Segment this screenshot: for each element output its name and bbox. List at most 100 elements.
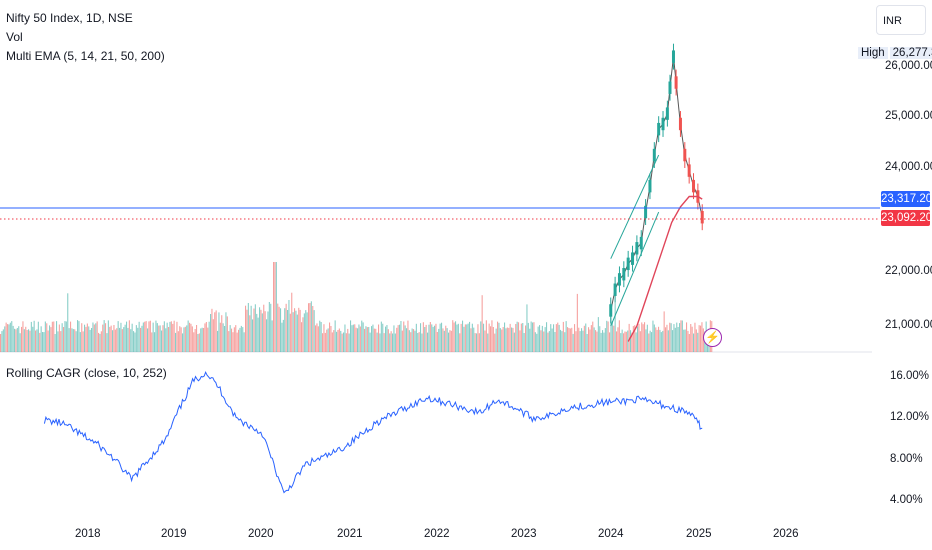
price-candle xyxy=(648,179,652,193)
volume-bar xyxy=(574,324,576,352)
price-candle xyxy=(635,242,639,255)
volume-bar xyxy=(357,328,359,352)
volume-bar xyxy=(617,327,619,352)
volume-bar xyxy=(288,300,290,352)
volume-bar xyxy=(96,321,98,352)
volume-bar xyxy=(165,328,167,352)
cagr-legend[interactable]: Rolling CAGR (close, 10, 252) xyxy=(6,366,167,380)
volume-bar xyxy=(463,326,465,352)
volume-bar xyxy=(631,332,633,352)
volume-bar xyxy=(278,306,280,352)
volume-bar xyxy=(495,328,497,352)
volume-bar xyxy=(691,326,693,352)
volume-bar xyxy=(466,324,468,352)
volume-bar xyxy=(588,327,590,352)
volume-bar xyxy=(79,332,81,352)
currency-selector[interactable]: INR xyxy=(876,5,926,35)
volume-bar xyxy=(610,308,612,352)
cagr-series xyxy=(43,370,703,494)
volume-bar xyxy=(586,334,588,352)
volume-bar xyxy=(505,328,507,352)
volume-bar xyxy=(156,323,158,352)
volume-legend[interactable]: Vol xyxy=(6,30,23,44)
volume-bar xyxy=(508,327,510,352)
volume-bar xyxy=(546,322,548,352)
volume-bar xyxy=(504,322,506,352)
volume-bar xyxy=(42,332,44,352)
volume-bar xyxy=(99,333,101,352)
volume-bar xyxy=(140,327,142,352)
ema-legend[interactable]: Multi EMA (5, 14, 21, 50, 200) xyxy=(6,49,165,63)
time-tick-2026: 2026 xyxy=(773,528,799,540)
volume-bar xyxy=(576,293,578,352)
volume-bar xyxy=(172,323,174,352)
volume-bar xyxy=(676,322,678,352)
red-price-tag[interactable]: 23,092.20 xyxy=(881,210,932,226)
volume-bar xyxy=(662,330,664,352)
volume-bar xyxy=(158,325,160,352)
volume-bar xyxy=(579,331,581,352)
volume-bar xyxy=(119,327,121,352)
volume-bar xyxy=(246,309,248,352)
volume-bar xyxy=(603,332,605,352)
volume-bar xyxy=(599,326,601,352)
volume-bar xyxy=(343,332,345,352)
volume-bar xyxy=(618,320,620,352)
volume-bar xyxy=(424,327,426,352)
volume-bar xyxy=(555,324,557,352)
volume-bar xyxy=(497,321,499,352)
lightning-icon[interactable]: ⚡ xyxy=(703,328,722,347)
volume-bar xyxy=(317,326,319,352)
volume-bar xyxy=(203,328,205,352)
symbol-title[interactable]: Nifty 50 Index, 1D, NSE xyxy=(6,11,133,25)
volume-bar xyxy=(596,331,598,352)
volume-bar xyxy=(408,330,410,352)
volume-bar xyxy=(211,308,213,352)
volume-bar xyxy=(467,323,469,352)
volume-bar xyxy=(8,324,10,352)
volume-bar xyxy=(448,332,450,352)
volume-bar xyxy=(57,331,59,352)
volume-bar xyxy=(459,333,461,352)
volume-bar xyxy=(1,331,3,352)
volume-bar xyxy=(632,326,634,352)
volume-bar xyxy=(469,321,471,352)
time-tick-2019: 2019 xyxy=(161,528,187,540)
volume-bar xyxy=(98,332,100,352)
volume-bar xyxy=(179,326,181,352)
volume-bar xyxy=(435,323,437,352)
volume-bar xyxy=(611,321,613,352)
price-tick-21000: 21,000.00 xyxy=(885,319,932,331)
volume-bar xyxy=(40,326,42,352)
volume-bar xyxy=(653,324,655,352)
volume-bar xyxy=(183,327,185,352)
volume-bar xyxy=(320,322,322,352)
volume-bar xyxy=(312,306,314,352)
volume-bar xyxy=(253,308,255,352)
volume-bar xyxy=(565,321,567,352)
price-series xyxy=(609,43,704,342)
volume-bar xyxy=(410,332,412,352)
volume-bar xyxy=(161,330,163,352)
volume-bar xyxy=(232,332,234,352)
volume-bar xyxy=(690,324,692,352)
volume-bar xyxy=(539,325,541,352)
volume-bar xyxy=(425,324,427,352)
blue-price-tag[interactable]: 23,317.20 xyxy=(881,191,932,207)
volume-bar xyxy=(239,327,241,352)
volume-bar xyxy=(243,332,245,352)
volume-bar xyxy=(695,329,697,352)
volume-bar xyxy=(494,333,496,352)
volume-bar xyxy=(698,325,700,352)
volume-bar xyxy=(327,328,329,352)
volume-bar xyxy=(60,331,62,352)
volume-bar xyxy=(249,315,251,352)
volume-bar xyxy=(627,330,629,352)
volume-bar xyxy=(358,324,360,352)
volume-bar xyxy=(149,320,151,352)
volume-bar xyxy=(316,323,318,352)
volume-bar xyxy=(560,329,562,352)
volume-bar xyxy=(646,324,648,352)
volume-bar xyxy=(285,303,287,352)
